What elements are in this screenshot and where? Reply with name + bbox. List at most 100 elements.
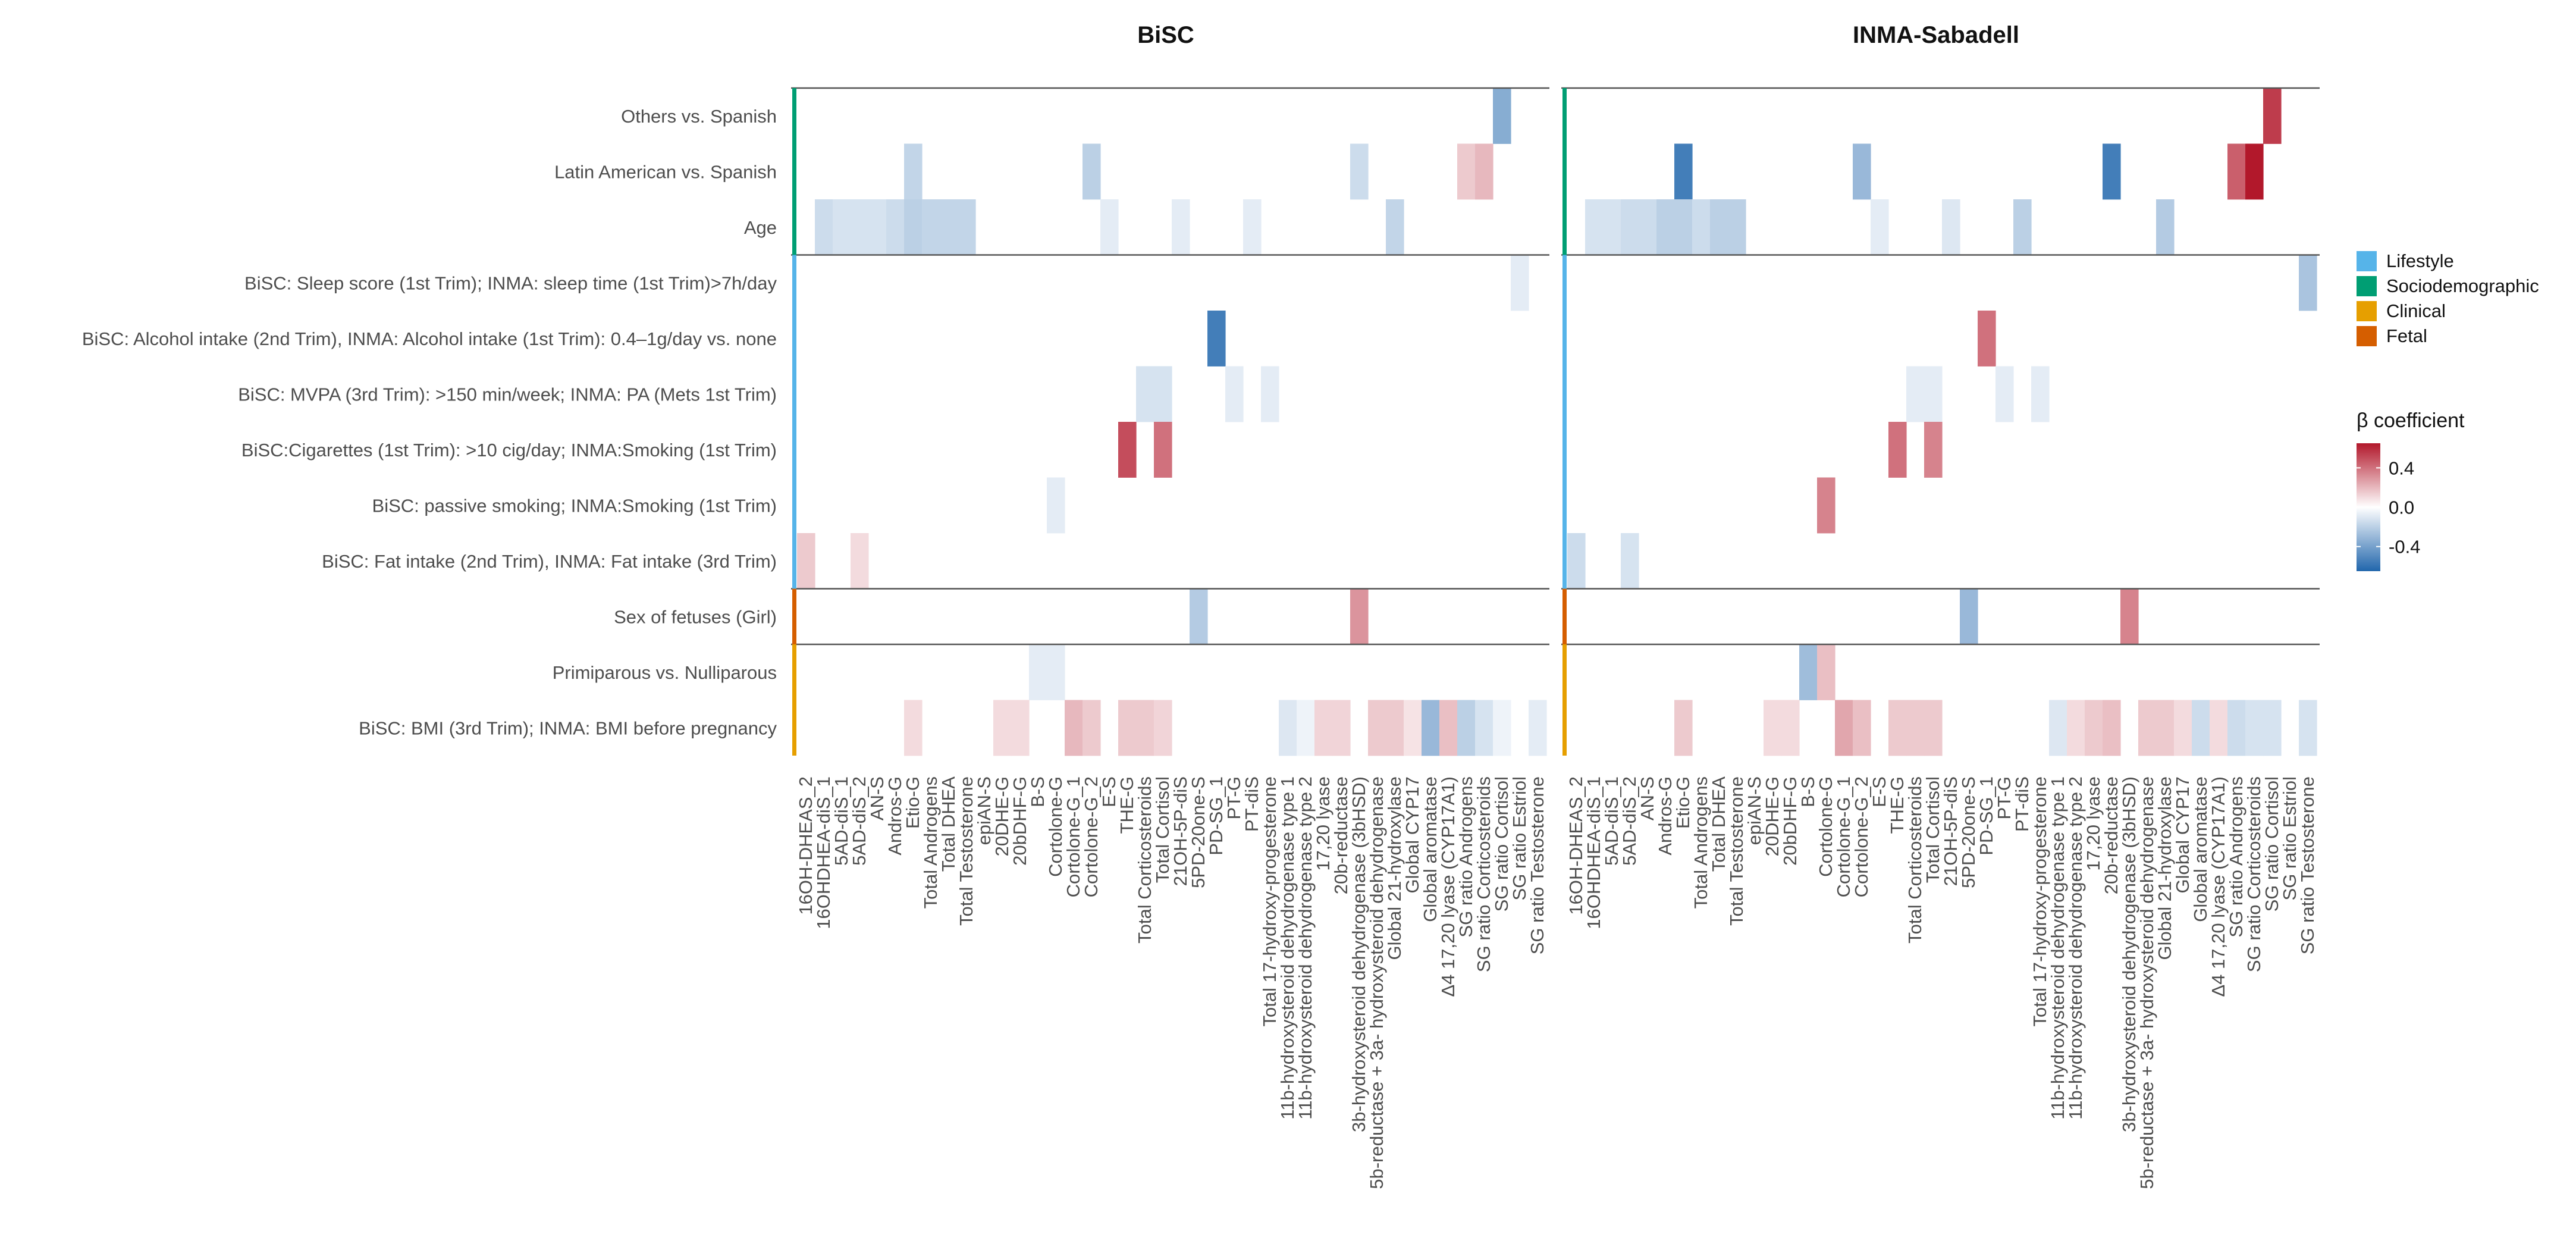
column-label-inma: 20DHE-G xyxy=(1762,776,1783,856)
heatmap-cell-bisc-r11-c18 xyxy=(1118,700,1137,756)
heatmap-cell-bisc-r11-c35 xyxy=(1422,700,1440,756)
column-label-bisc: 5AD-diS_1 xyxy=(831,776,852,866)
column-label-bisc: 5b-reductase + 3a- hydroxysteroid dehydr… xyxy=(1366,776,1387,1189)
column-label-inma: PT-G xyxy=(1994,776,2015,819)
heatmap-cell-bisc-r7-c14 xyxy=(1047,477,1065,534)
column-label-bisc: Cortolone-G_1 xyxy=(1063,776,1084,897)
heatmap-cell-bisc-r2-c21 xyxy=(1172,199,1190,255)
group-bar-inma-sociodemographic xyxy=(1562,88,1567,255)
heatmap-cell-bisc-r6-c20 xyxy=(1154,422,1172,478)
column-label-bisc: Global CYP17 xyxy=(1402,776,1423,893)
heatmap-cell-inma-r2-c2 xyxy=(1603,199,1621,255)
column-label-bisc: 20bDHF-G xyxy=(1009,776,1030,866)
legend-swatch-clinical xyxy=(2357,301,2377,321)
column-label-inma: AN-S xyxy=(1637,776,1658,820)
heatmap-cell-inma-r2-c8 xyxy=(1710,199,1728,255)
heatmap-cell-bisc-r11-c28 xyxy=(1297,700,1315,756)
heatmap-cell-inma-r11-c20 xyxy=(1924,700,1943,756)
heatmap-cell-inma-r2-c3 xyxy=(1621,199,1639,255)
heatmap-cell-bisc-r11-c27 xyxy=(1279,700,1297,756)
heatmap-cell-inma-r1-c16 xyxy=(1853,143,1871,200)
colorbar-tick-label: -0.4 xyxy=(2389,537,2420,557)
column-label-inma: 11b-hydroxysteroid dehydrogenase type 1 xyxy=(2047,776,2068,1120)
column-label-bisc: 17,20 lyase xyxy=(1313,776,1334,871)
column-label-bisc: epiAN-S xyxy=(974,776,994,845)
heatmap-cell-inma-r1-c6 xyxy=(1674,143,1693,200)
column-label-bisc: 11b-hydroxysteroid dehydrogenase type 2 xyxy=(1295,776,1316,1120)
heatmap-cell-inma-r11-c30 xyxy=(2103,700,2121,756)
heatmap-cell-inma-r1-c38 xyxy=(2245,143,2264,200)
heatmap-cell-inma-r4-c23 xyxy=(1978,311,1996,366)
column-label-bisc: Andros-G xyxy=(884,776,905,856)
heatmap-cell-bisc-r2-c1 xyxy=(815,199,833,255)
column-label-bisc: 3b-hydroxysteroid dehydrogenase (3bHSD) xyxy=(1348,776,1369,1132)
heatmap-cell-inma-r7-c14 xyxy=(1817,477,1835,534)
row-label: Sex of fetuses (Girl) xyxy=(614,606,777,627)
colorbar-tick-label: 0.4 xyxy=(2389,458,2414,478)
heatmap-cell-bisc-r2-c3 xyxy=(851,199,869,255)
heatmap-cell-bisc-r2-c9 xyxy=(958,199,976,255)
heatmap-cell-bisc-r11-c39 xyxy=(1493,700,1511,756)
column-label-inma: Global CYP17 xyxy=(2172,776,2193,893)
heatmap-cell-bisc-r2-c33 xyxy=(1386,199,1404,255)
column-label-inma: Total DHEA xyxy=(1708,776,1729,872)
column-label-inma: Total Androgens xyxy=(1690,776,1711,909)
heatmap-cell-bisc-r11-c29 xyxy=(1314,700,1333,756)
column-label-bisc: Global aromatase xyxy=(1420,776,1441,922)
colorbar-title: β coefficient xyxy=(2357,409,2465,432)
column-label-bisc: 20b-reductase xyxy=(1331,776,1351,894)
heatmap-cell-inma-r2-c17 xyxy=(1871,199,1889,255)
heatmap-cell-bisc-r11-c32 xyxy=(1368,700,1386,756)
heatmap-cell-inma-r11-c12 xyxy=(1781,700,1800,756)
column-label-inma: Etio-G xyxy=(1673,776,1693,829)
column-label-inma: SG ratio Corticosteroids xyxy=(2244,776,2264,972)
row-label: Primiparous vs. Nulliparous xyxy=(553,662,777,683)
legend-swatch-lifestyle xyxy=(2357,251,2377,271)
column-label-bisc: THE-G xyxy=(1116,776,1137,834)
heatmap-cell-inma-r1-c30 xyxy=(2103,143,2121,200)
heatmap-cell-bisc-r2-c4 xyxy=(868,199,887,255)
row-label: BiSC: Alcohol intake (2nd Trim), INMA: A… xyxy=(82,328,777,349)
heatmap-cell-bisc-r5-c20 xyxy=(1154,366,1172,422)
column-label-bisc: SG ratio Testosterone xyxy=(1527,776,1548,954)
column-label-inma: PD-SG_1 xyxy=(1976,776,1997,856)
column-label-inma: 17,20 lyase xyxy=(2083,776,2104,871)
heatmap-cell-inma-r5-c19 xyxy=(1906,366,1925,422)
heatmap-cell-bisc-r1-c31 xyxy=(1350,143,1369,200)
heatmap-cell-bisc-r11-c19 xyxy=(1136,700,1154,756)
row-label: BiSC:Cigarettes (1st Trim): >10 cig/day;… xyxy=(241,440,777,461)
column-label-inma: E-S xyxy=(1869,776,1890,807)
heatmap-cell-inma-r1-c37 xyxy=(2227,143,2246,200)
heatmap-cell-bisc-r9-c31 xyxy=(1350,588,1369,645)
column-label-bisc: Etio-G xyxy=(902,776,923,829)
heatmap-cell-inma-r11-c33 xyxy=(2156,700,2175,756)
column-label-inma: Cortolone-G_2 xyxy=(1851,776,1872,897)
group-bar-bisc-lifestyle xyxy=(792,255,796,589)
column-label-inma: 5AD-diS_1 xyxy=(1601,776,1622,866)
heatmap-cell-bisc-r2-c25 xyxy=(1243,199,1262,255)
heatmap-cell-bisc-r11-c37 xyxy=(1457,700,1476,756)
column-label-inma: B-S xyxy=(1797,776,1818,807)
heatmap-cell-inma-r11-c28 xyxy=(2067,700,2085,756)
legend-swatch-fetal xyxy=(2357,326,2377,346)
column-label-bisc: Total 17-hydroxy-progesterone xyxy=(1259,776,1280,1026)
column-label-bisc: Total Corticosteroids xyxy=(1134,776,1155,944)
column-label-bisc: Total Androgens xyxy=(920,776,941,909)
heatmap-cell-inma-r11-c19 xyxy=(1906,700,1925,756)
row-label: BiSC: passive smoking; INMA:Smoking (1st… xyxy=(372,495,777,516)
heatmap-cell-inma-r2-c21 xyxy=(1942,199,1960,255)
heatmap-cell-inma-r10-c14 xyxy=(1817,644,1835,700)
column-label-bisc: E-S xyxy=(1099,776,1119,807)
heatmap-cell-bisc-r0-c39 xyxy=(1493,88,1511,144)
column-label-inma: Total Corticosteroids xyxy=(1904,776,1925,944)
group-bar-bisc-fetal xyxy=(792,588,796,644)
column-label-bisc: 21OH-5P-diS xyxy=(1170,776,1191,886)
heatmap-cell-inma-r11-c18 xyxy=(1888,700,1907,756)
column-label-bisc: SG ratio Estriol xyxy=(1509,776,1530,900)
column-label-bisc: 20DHE-G xyxy=(992,776,1012,856)
row-label: Others vs. Spanish xyxy=(621,106,777,127)
heatmap-cell-bisc-r11-c36 xyxy=(1439,700,1458,756)
column-label-inma: 5b-reductase + 3a- hydroxysteroid dehydr… xyxy=(2136,776,2157,1189)
column-label-inma: 16OH-DHEAS_2 xyxy=(1565,776,1586,915)
heatmap-cell-bisc-r11-c34 xyxy=(1404,700,1422,756)
